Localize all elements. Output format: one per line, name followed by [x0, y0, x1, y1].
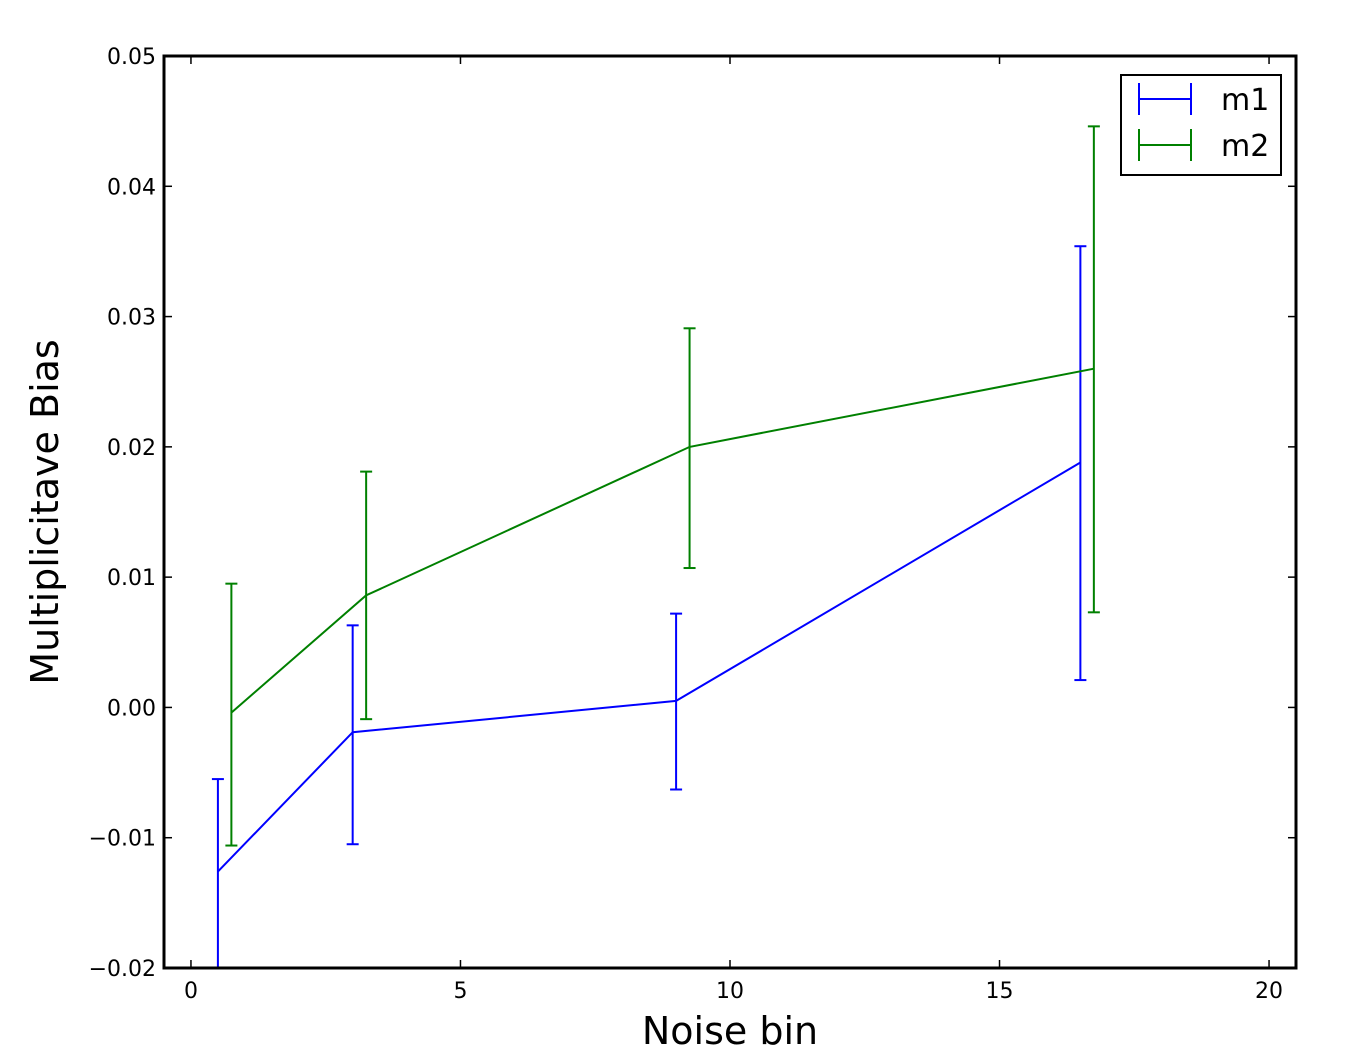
x-axis-title: Noise bin: [642, 1009, 818, 1053]
y-tick-label: 0.00: [107, 696, 156, 721]
y-tick-label: −0.01: [89, 827, 156, 852]
y-tick-label: 0.02: [107, 436, 156, 461]
legend-label-m2: m2: [1221, 129, 1269, 164]
labels-layer: 0 5 10 15 20 −0.02 −0.01 0.00 0.01 0.02 0.03 0.04 0.…: [89, 45, 1283, 1004]
x-tick-label: 10: [716, 979, 744, 1004]
x-tick-label: 20: [1255, 979, 1283, 1004]
y-tick-label: 0.05: [107, 45, 156, 70]
y-axis-title: Multiplicitave Bias: [23, 339, 67, 684]
plot-frame: [162, 54, 1298, 970]
y-tick-label: 0.04: [107, 175, 156, 200]
x-tick-label: 5: [453, 979, 467, 1004]
y-tick-label: 0.01: [107, 566, 156, 591]
x-tick-label: 0: [184, 979, 198, 1004]
series-line-m2: [230, 367, 1095, 714]
series-layer: [211, 125, 1100, 968]
legend-box: [1120, 74, 1282, 176]
series-m1: [211, 245, 1087, 968]
y-tick-label: 0.03: [107, 306, 156, 331]
series-m2: [225, 125, 1100, 847]
series-line-m1: [217, 461, 1081, 873]
x-tick-label: 15: [986, 979, 1014, 1004]
y-tick-label: −0.02: [89, 957, 156, 982]
ticks-layer: [164, 55, 1296, 969]
legend-label-m1: m1: [1221, 83, 1269, 118]
